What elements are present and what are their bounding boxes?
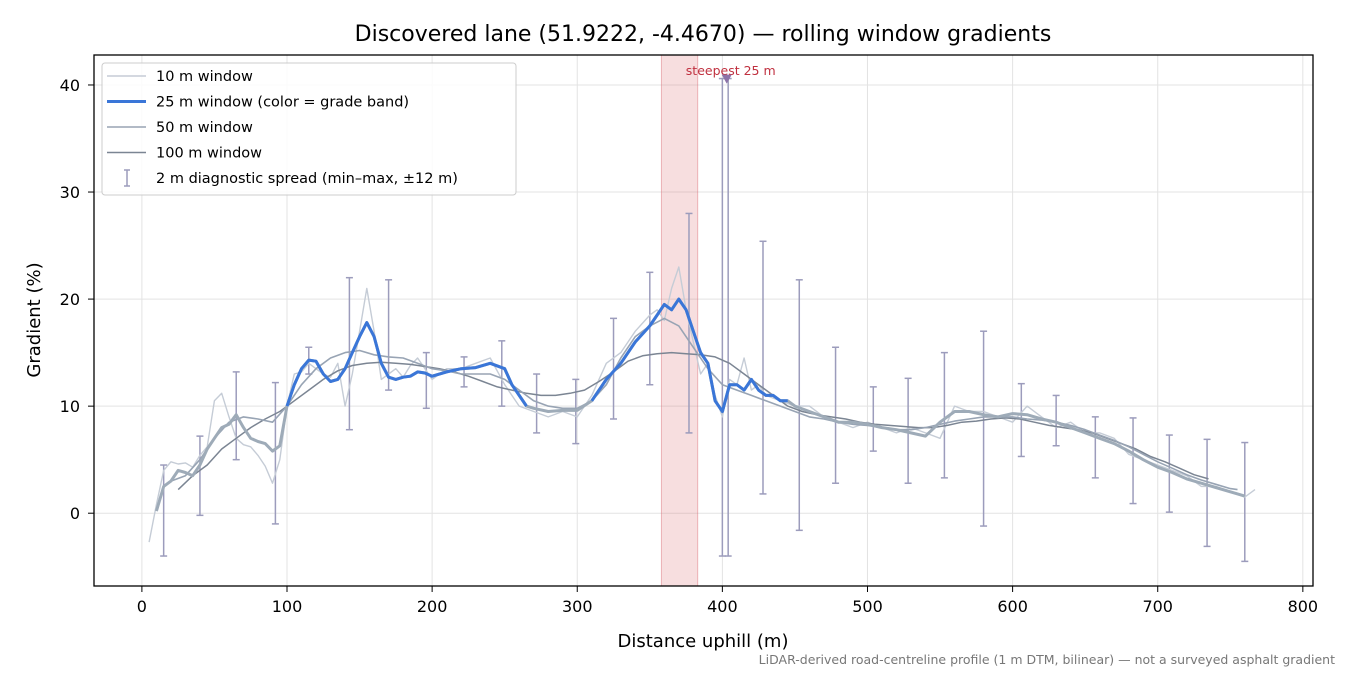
series-100m-line <box>177 351 1209 491</box>
x-tick-label: 300 <box>562 597 593 616</box>
x-tick-label: 0 <box>137 597 147 616</box>
legend-label: 50 m window <box>156 120 253 136</box>
y-axis-ticks: 0 10 20 30 40 <box>60 76 94 523</box>
x-tick-label: 600 <box>997 597 1028 616</box>
steepest-marker-triangle <box>721 74 732 84</box>
x-tick-label: 100 <box>272 597 303 616</box>
legend-label: 25 m window (color = grade band) <box>156 95 409 111</box>
series-10m-line <box>148 266 1256 543</box>
y-tick-label: 10 <box>60 397 80 416</box>
series-25m-line <box>154 297 1246 512</box>
footnote: LiDAR-derived road-centreline profile (1… <box>759 652 1335 667</box>
y-tick-label: 40 <box>60 76 80 95</box>
steepest-marker: steepest 25 m <box>686 63 776 84</box>
x-axis-label: Distance uphill (m) <box>618 631 789 652</box>
x-tick-label: 500 <box>852 597 883 616</box>
series-lines <box>148 266 1256 543</box>
y-tick-label: 20 <box>60 290 80 309</box>
error-bars <box>160 77 1249 563</box>
y-tick-label: 30 <box>60 183 80 202</box>
y-axis-label: Gradient (%) <box>24 262 45 377</box>
legend: 10 m window 25 m window (color = grade ba… <box>101 62 517 196</box>
x-tick-label: 800 <box>1288 597 1319 616</box>
x-tick-label: 700 <box>1142 597 1173 616</box>
series-50m-line <box>170 317 1238 491</box>
x-axis-ticks: 0 100 200 300 400 500 600 700 800 <box>137 586 1318 616</box>
x-tick-label: 400 <box>707 597 738 616</box>
legend-label: 100 m window <box>156 146 262 162</box>
legend-box <box>101 62 517 196</box>
y-tick-label: 0 <box>70 504 80 523</box>
plot-frame <box>93 54 1314 587</box>
x-tick-label: 200 <box>417 597 448 616</box>
series-25m-grade-band <box>285 321 528 407</box>
steepest-label: steepest 25 m <box>686 63 776 78</box>
legend-label: 2 m diagnostic spread (min–max, ±12 m) <box>156 171 458 187</box>
chart-title: Discovered lane (51.9222, -4.4670) — rol… <box>355 22 1052 47</box>
series-25m-grade-band <box>590 297 788 413</box>
legend-label: 10 m window <box>156 69 253 85</box>
